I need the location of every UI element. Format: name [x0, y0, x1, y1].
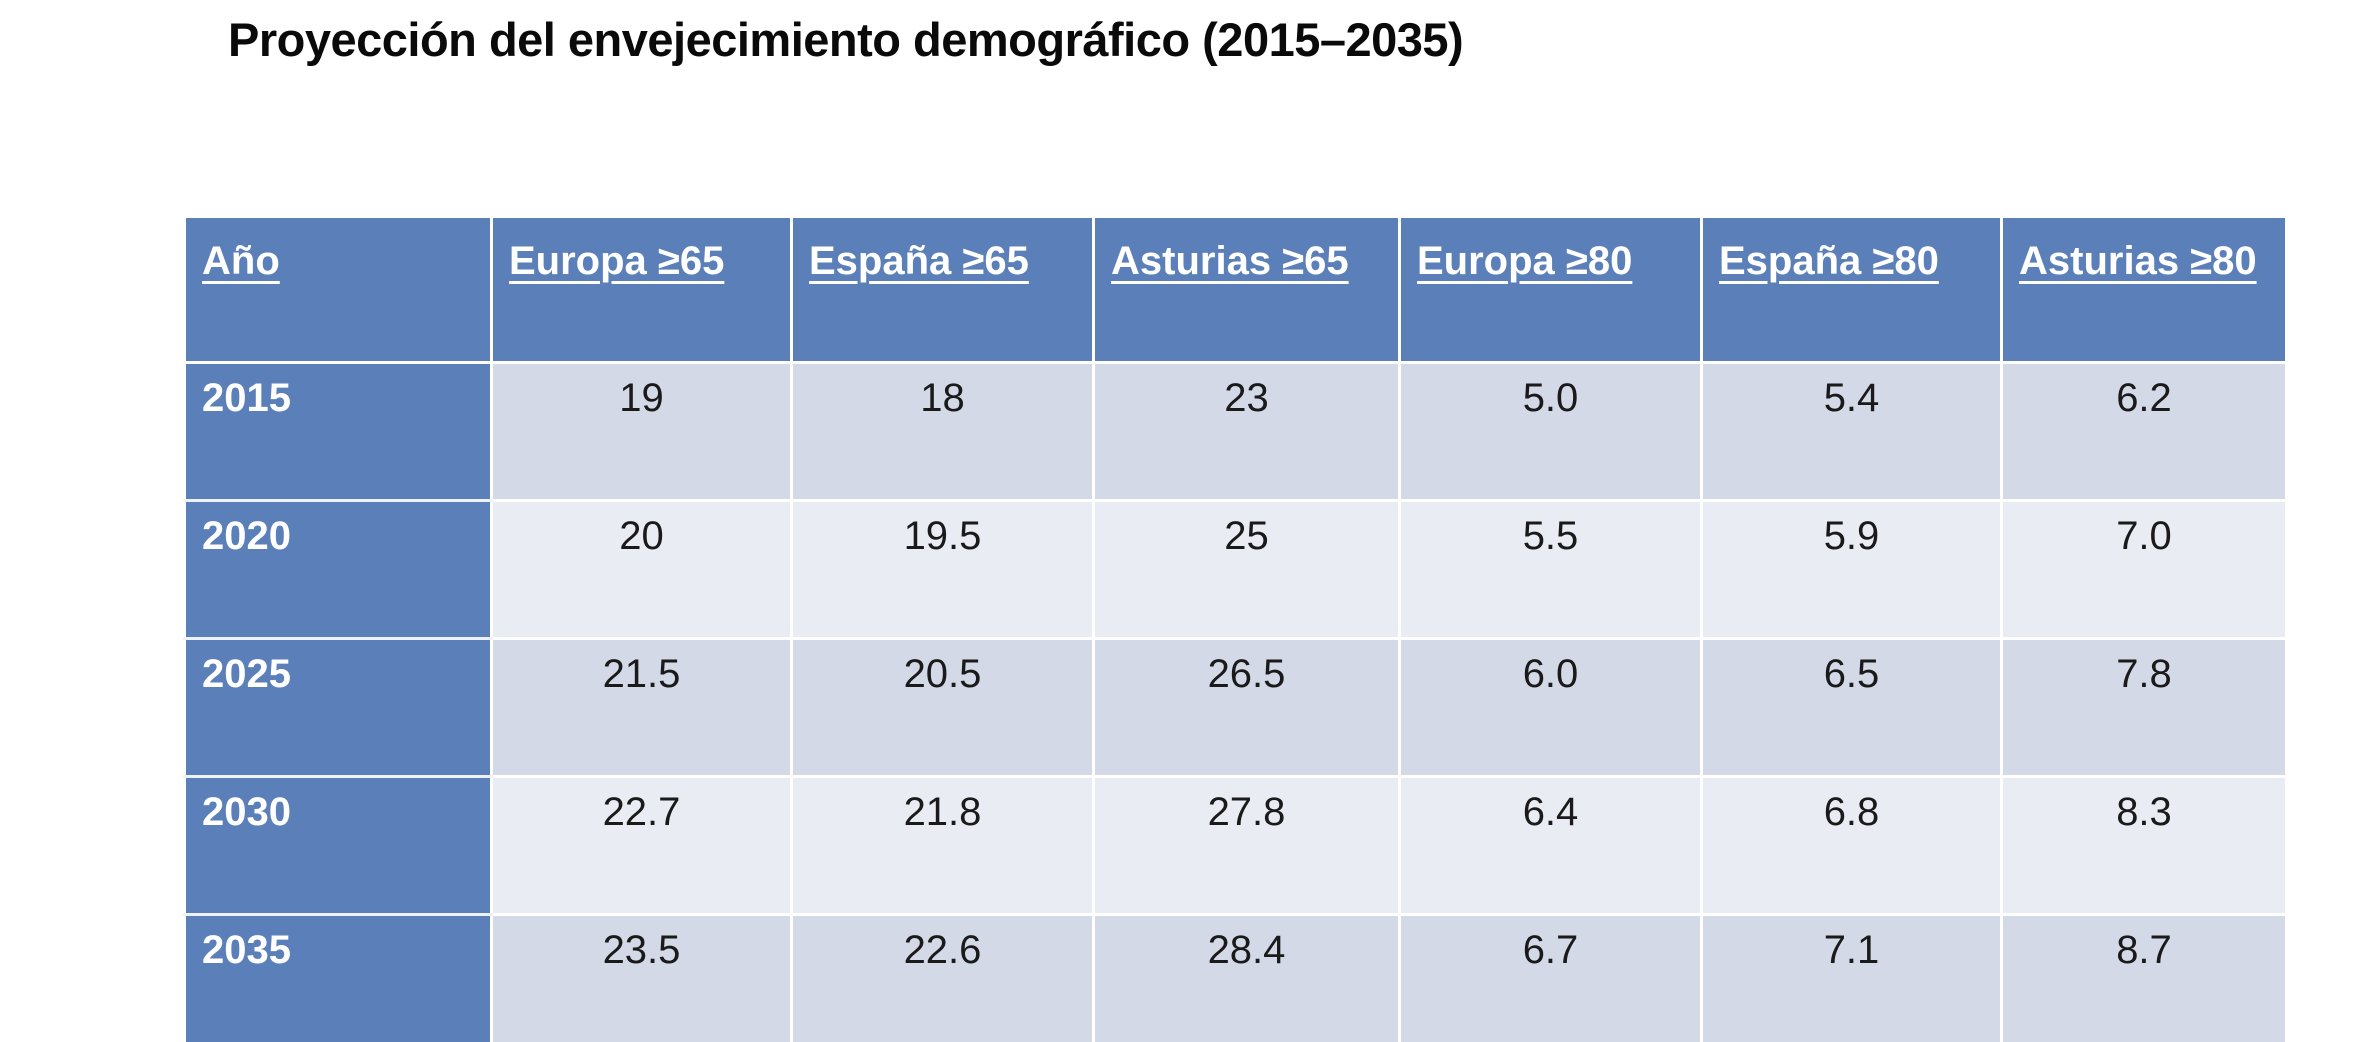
data-cell: 19.5 — [790, 499, 1095, 640]
data-cell: 5.5 — [1398, 499, 1703, 640]
data-cell: 18 — [790, 361, 1095, 502]
data-cell: 23 — [1092, 361, 1401, 502]
column-header-4: Europa ≥80 — [1398, 215, 1703, 364]
data-cell: 7.0 — [2000, 499, 2288, 640]
data-cell: 26.5 — [1092, 637, 1401, 778]
column-header-1: Europa ≥65 — [490, 215, 793, 364]
data-cell: 6.4 — [1398, 775, 1703, 916]
data-cell: 22.6 — [790, 913, 1095, 1042]
table-body: 2015 19 18 23 5.0 5.4 6.2 2020 20 19.5 25 5.5 5.9 7.0… — [183, 361, 2288, 1042]
page-title: Proyección del envejecimiento demográfic… — [228, 13, 1464, 66]
data-cell: 22.7 — [490, 775, 793, 916]
row-year-header: 2015 — [183, 361, 493, 502]
data-cell: 5.4 — [1700, 361, 2003, 502]
row-year-header: 2020 — [183, 499, 493, 640]
row-year-header: 2025 — [183, 637, 493, 778]
data-cell: 6.7 — [1398, 913, 1703, 1042]
data-cell: 23.5 — [490, 913, 793, 1042]
column-header-label: España ≥65 — [809, 239, 1029, 283]
data-cell: 28.4 — [1092, 913, 1401, 1042]
data-cell: 6.2 — [2000, 361, 2288, 502]
column-header-label: Europa ≥65 — [509, 239, 725, 283]
column-header-5: España ≥80 — [1700, 215, 2003, 364]
column-header-label: Año — [202, 239, 280, 283]
column-header-3: Asturias ≥65 — [1092, 215, 1401, 364]
data-cell: 8.7 — [2000, 913, 2288, 1042]
column-header-label: Asturias ≥80 — [2019, 239, 2257, 283]
data-cell: 20 — [490, 499, 793, 640]
data-cell: 6.0 — [1398, 637, 1703, 778]
data-cell: 21.5 — [490, 637, 793, 778]
row-year-header: 2030 — [183, 775, 493, 916]
column-header-label: España ≥80 — [1719, 239, 1939, 283]
table-row: 2015 19 18 23 5.0 5.4 6.2 — [183, 361, 2288, 502]
column-header-label: Asturias ≥65 — [1111, 239, 1349, 283]
data-cell: 25 — [1092, 499, 1401, 640]
table-row: 2030 22.7 21.8 27.8 6.4 6.8 8.3 — [183, 775, 2288, 916]
data-cell: 20.5 — [790, 637, 1095, 778]
data-cell: 7.8 — [2000, 637, 2288, 778]
data-cell: 19 — [490, 361, 793, 502]
data-cell: 6.8 — [1700, 775, 2003, 916]
column-header-2: España ≥65 — [790, 215, 1095, 364]
data-cell: 5.0 — [1398, 361, 1703, 502]
column-header-0: Año — [183, 215, 493, 364]
data-cell: 6.5 — [1700, 637, 2003, 778]
data-cell: 27.8 — [1092, 775, 1401, 916]
row-year-header: 2035 — [183, 913, 493, 1042]
data-cell: 21.8 — [790, 775, 1095, 916]
column-header-label: Europa ≥80 — [1417, 239, 1633, 283]
table-row: 2020 20 19.5 25 5.5 5.9 7.0 — [183, 499, 2288, 640]
data-cell: 8.3 — [2000, 775, 2288, 916]
table-row: 2035 23.5 22.6 28.4 6.7 7.1 8.7 — [183, 913, 2288, 1042]
data-cell: 5.9 — [1700, 499, 2003, 640]
table-row: 2025 21.5 20.5 26.5 6.0 6.5 7.8 — [183, 637, 2288, 778]
table-header-row: Año Europa ≥65 España ≥65 Asturias ≥65 Europ… — [183, 215, 2288, 364]
demographic-projection-table: Año Europa ≥65 España ≥65 Asturias ≥65 Europ… — [183, 215, 2288, 1042]
data-cell: 7.1 — [1700, 913, 2003, 1042]
column-header-6: Asturias ≥80 — [2000, 215, 2288, 364]
